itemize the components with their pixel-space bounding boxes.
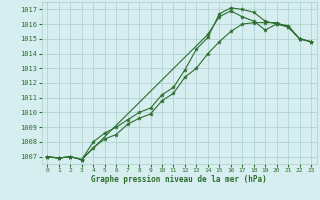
X-axis label: Graphe pression niveau de la mer (hPa): Graphe pression niveau de la mer (hPa): [91, 175, 267, 184]
